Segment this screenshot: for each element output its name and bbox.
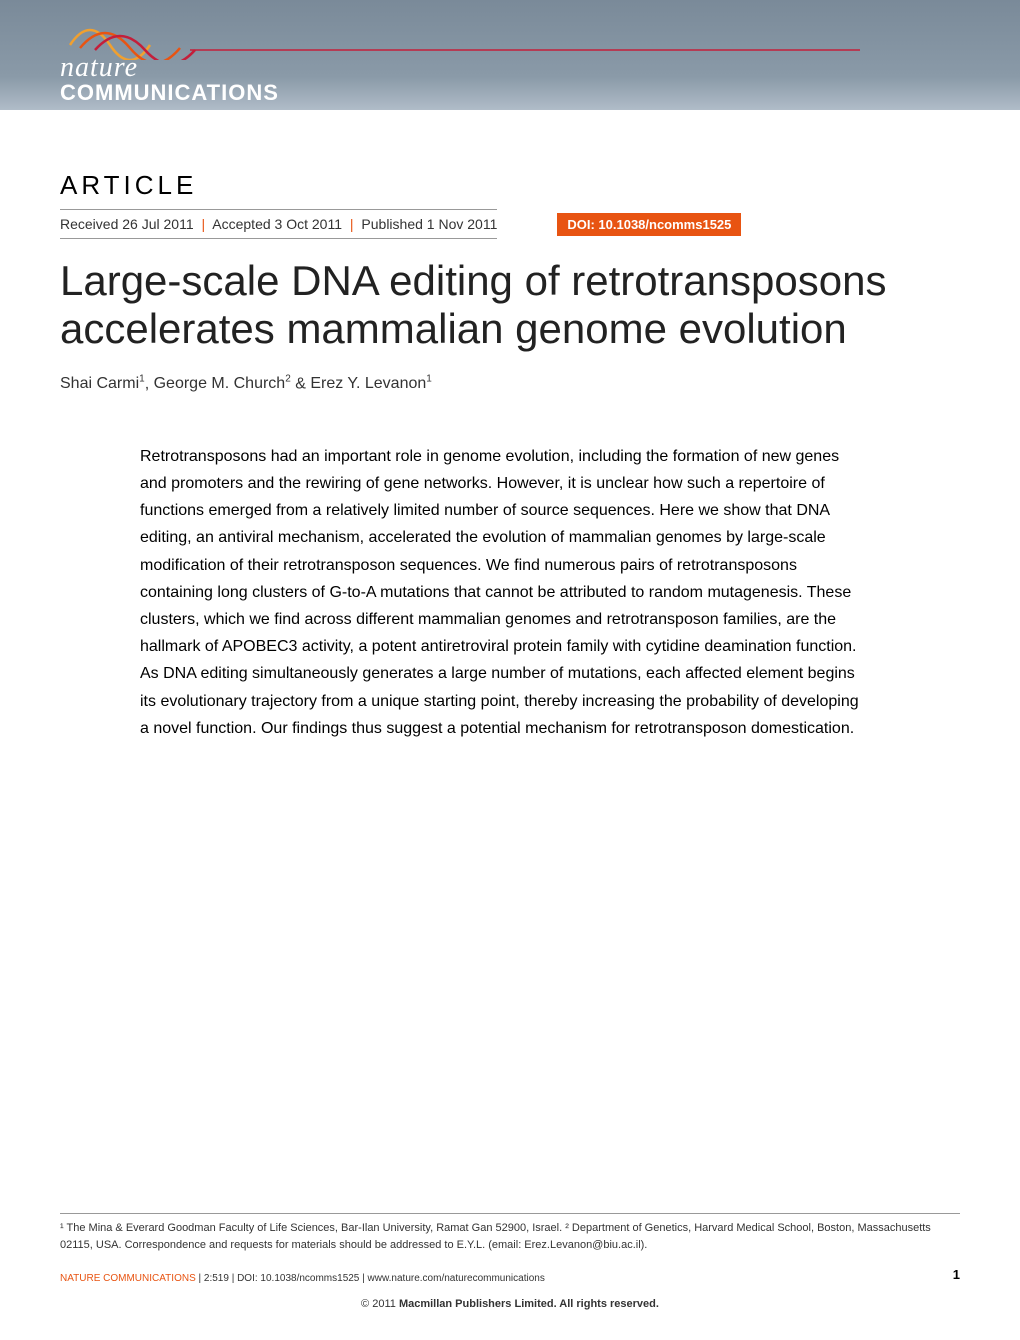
author: George M. Church2 bbox=[154, 375, 291, 392]
received-date: Received 26 Jul 2011 bbox=[60, 216, 194, 232]
logo-wave-icon bbox=[60, 10, 860, 60]
author-affiliations: ¹ The Mina & Everard Goodman Faculty of … bbox=[60, 1213, 960, 1253]
copyright-year: 2011 bbox=[372, 1298, 396, 1310]
abstract-text: Retrotransposons had an important role i… bbox=[140, 443, 860, 742]
separator-icon: | bbox=[202, 216, 206, 232]
article-title: Large-scale DNA editing of retrotranspos… bbox=[60, 257, 960, 354]
article-type-label: ARTICLE bbox=[60, 170, 960, 201]
dates-doi-row: Received 26 Jul 2011 | Accepted 3 Oct 20… bbox=[60, 209, 960, 239]
copyright-text: Macmillan Publishers Limited. All rights… bbox=[399, 1298, 659, 1310]
accepted-date: Accepted 3 Oct 2011 bbox=[212, 216, 342, 232]
author: Shai Carmi1 bbox=[60, 375, 145, 392]
article-content: ARTICLE Received 26 Jul 2011 | Accepted … bbox=[0, 110, 1020, 742]
copyright-symbol: © bbox=[361, 1298, 369, 1310]
publication-dates: Received 26 Jul 2011 | Accepted 3 Oct 20… bbox=[60, 209, 497, 239]
doi-badge[interactable]: DOI: 10.1038/ncomms1525 bbox=[557, 213, 741, 236]
separator-icon: | bbox=[350, 216, 354, 232]
copyright-line: © 2011 Macmillan Publishers Limited. All… bbox=[60, 1298, 960, 1310]
page-number: 1 bbox=[953, 1267, 960, 1282]
author: Erez Y. Levanon1 bbox=[310, 375, 432, 392]
logo-text-communications: COMMUNICATIONS bbox=[60, 80, 860, 106]
citation-journal: NATURE COMMUNICATIONS bbox=[60, 1273, 196, 1284]
page-footer: ¹ The Mina & Everard Goodman Faculty of … bbox=[60, 1213, 960, 1310]
published-date: Published 1 Nov 2011 bbox=[361, 216, 497, 232]
journal-header-banner: nature COMMUNICATIONS bbox=[0, 0, 1020, 110]
author-list: Shai Carmi1, George M. Church2 & Erez Y.… bbox=[60, 374, 960, 393]
citation-details: | 2:519 | DOI: 10.1038/ncomms1525 | www.… bbox=[196, 1273, 545, 1284]
citation-line: NATURE COMMUNICATIONS | 2:519 | DOI: 10.… bbox=[60, 1273, 960, 1284]
journal-logo: nature COMMUNICATIONS bbox=[60, 10, 860, 106]
